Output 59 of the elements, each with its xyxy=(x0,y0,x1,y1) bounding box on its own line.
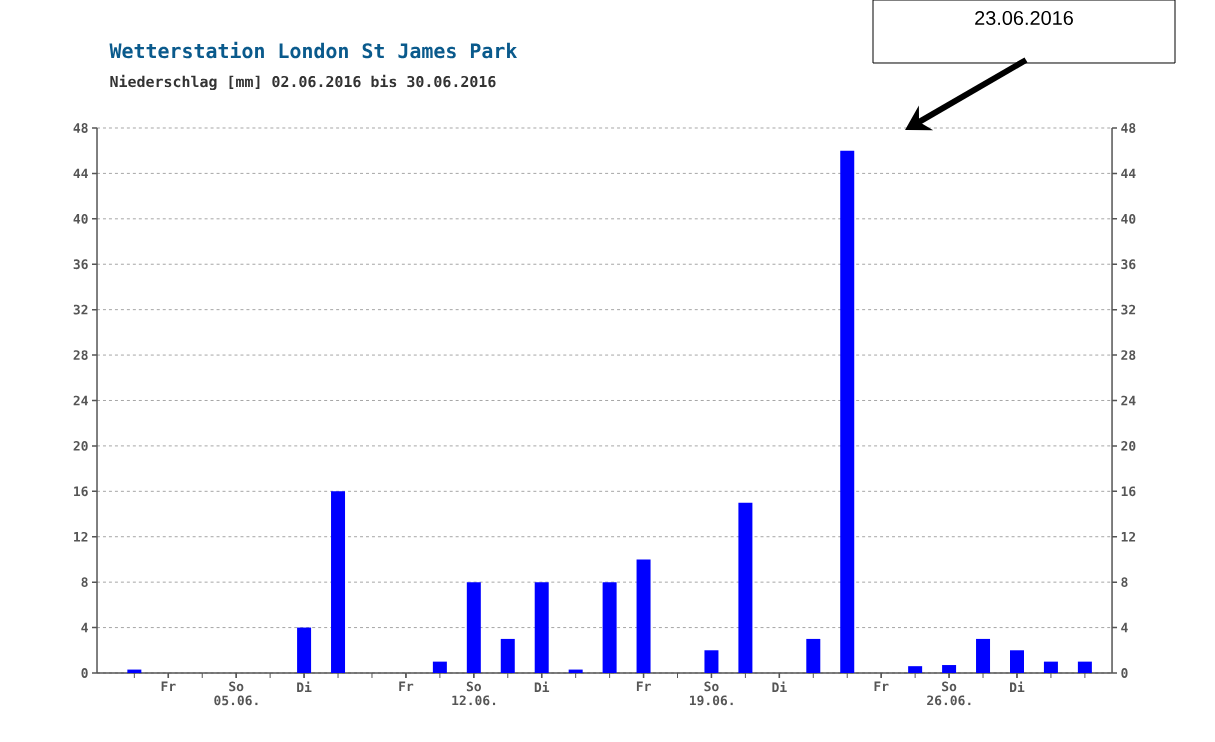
chart-subtitle: Niederschlag [mm] 02.06.2016 bis 30.06.2016 xyxy=(110,74,496,91)
y2-tick-label: 36 xyxy=(1121,259,1136,270)
y-tick-label: 44 xyxy=(73,168,88,179)
bar xyxy=(636,559,651,673)
y2-tick-label: 40 xyxy=(1121,213,1136,224)
y-tick-label: 48 xyxy=(73,123,88,133)
y2-tick-label: 28 xyxy=(1121,350,1136,360)
y-tick-label: 36 xyxy=(73,259,88,270)
x-tick-label: So 19.06. xyxy=(689,681,733,706)
y2-tick-label: 4 xyxy=(1121,622,1128,633)
x-tick-label: Di xyxy=(1010,681,1025,693)
x-tick-label: So 12.06. xyxy=(452,681,496,706)
y-tick-label: 24 xyxy=(73,395,88,406)
x-tick-label: Fr xyxy=(874,681,889,691)
x-tick-label: Di xyxy=(534,681,550,693)
bar xyxy=(534,582,549,673)
y-tick-label: 40 xyxy=(73,213,88,224)
y2-tick-label: 24 xyxy=(1121,395,1136,406)
y2-tick-label: 20 xyxy=(1121,441,1136,451)
y-tick-label: 28 xyxy=(73,350,88,360)
x-tick-label: Fr xyxy=(636,681,651,691)
x-tick-label: So 26.06. xyxy=(927,681,971,706)
y-tick-label: 32 xyxy=(73,304,88,315)
y-tick-label: 8 xyxy=(81,577,88,588)
bar xyxy=(738,502,753,673)
bar xyxy=(908,666,923,673)
x-tick-label: Di xyxy=(297,681,312,693)
bar xyxy=(297,627,312,673)
bar xyxy=(704,650,719,673)
bar xyxy=(500,638,515,673)
bar xyxy=(466,582,481,673)
y2-tick-label: 8 xyxy=(1121,577,1128,588)
x-tick-label: Fr xyxy=(161,681,176,691)
text: 23.06.2016 xyxy=(975,10,1073,26)
x-tick-label: Di xyxy=(772,681,787,693)
x-tick-label: Fr xyxy=(399,681,414,691)
bar xyxy=(331,491,346,673)
bar xyxy=(1009,650,1024,673)
bar xyxy=(976,638,991,673)
y-tick-label: 0 xyxy=(81,668,88,678)
y-tick-label: 12 xyxy=(74,531,88,542)
y2-tick-label: 32 xyxy=(1121,304,1136,315)
chart-title: Wetterstation London St James Park xyxy=(109,41,518,59)
y2-tick-label: 0 xyxy=(1121,668,1128,678)
y2-tick-label: 16 xyxy=(1121,486,1136,497)
bar xyxy=(432,661,447,673)
bar xyxy=(806,638,821,673)
bar xyxy=(840,150,855,673)
y-tick-label: 4 xyxy=(81,622,88,633)
y2-tick-label: 48 xyxy=(1121,123,1136,133)
y-tick-label: 16 xyxy=(74,486,88,497)
bar xyxy=(1077,661,1092,673)
y2-tick-label: 44 xyxy=(1121,168,1136,179)
y2-tick-label: 12 xyxy=(1121,531,1136,542)
bar xyxy=(602,582,617,673)
bar xyxy=(942,665,957,673)
bar xyxy=(1043,661,1058,673)
x-tick-label: So 05.06. xyxy=(214,681,258,706)
y-tick-label: 20 xyxy=(73,441,88,451)
